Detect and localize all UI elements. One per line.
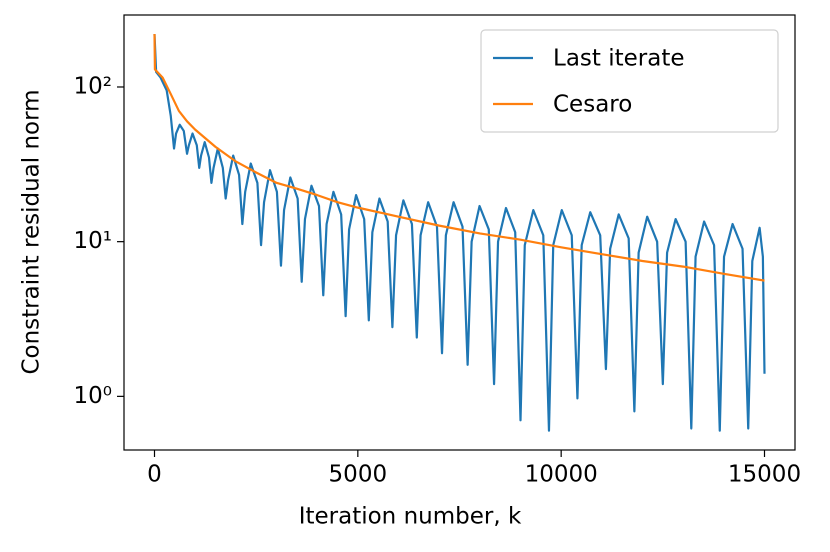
legend-label: Last iterate — [553, 46, 685, 72]
x-tick-label: 5000 — [329, 462, 388, 488]
y-tick-label: 10² — [74, 73, 113, 99]
x-tick-label: 10000 — [525, 462, 598, 488]
x-axis-label: Iteration number, k — [299, 504, 522, 530]
x-tick-label: 15000 — [728, 462, 801, 488]
y-tick-label: 10⁰ — [74, 383, 113, 409]
y-tick-label: 10¹ — [74, 228, 113, 254]
x-tick-label: 0 — [147, 462, 162, 488]
y-axis-label: Constraint residual norm — [19, 89, 45, 374]
plot-frame — [123, 14, 796, 451]
legend-box — [480, 29, 779, 133]
legend-label: Cesaro — [553, 92, 632, 118]
series-line — [153, 34, 765, 282]
